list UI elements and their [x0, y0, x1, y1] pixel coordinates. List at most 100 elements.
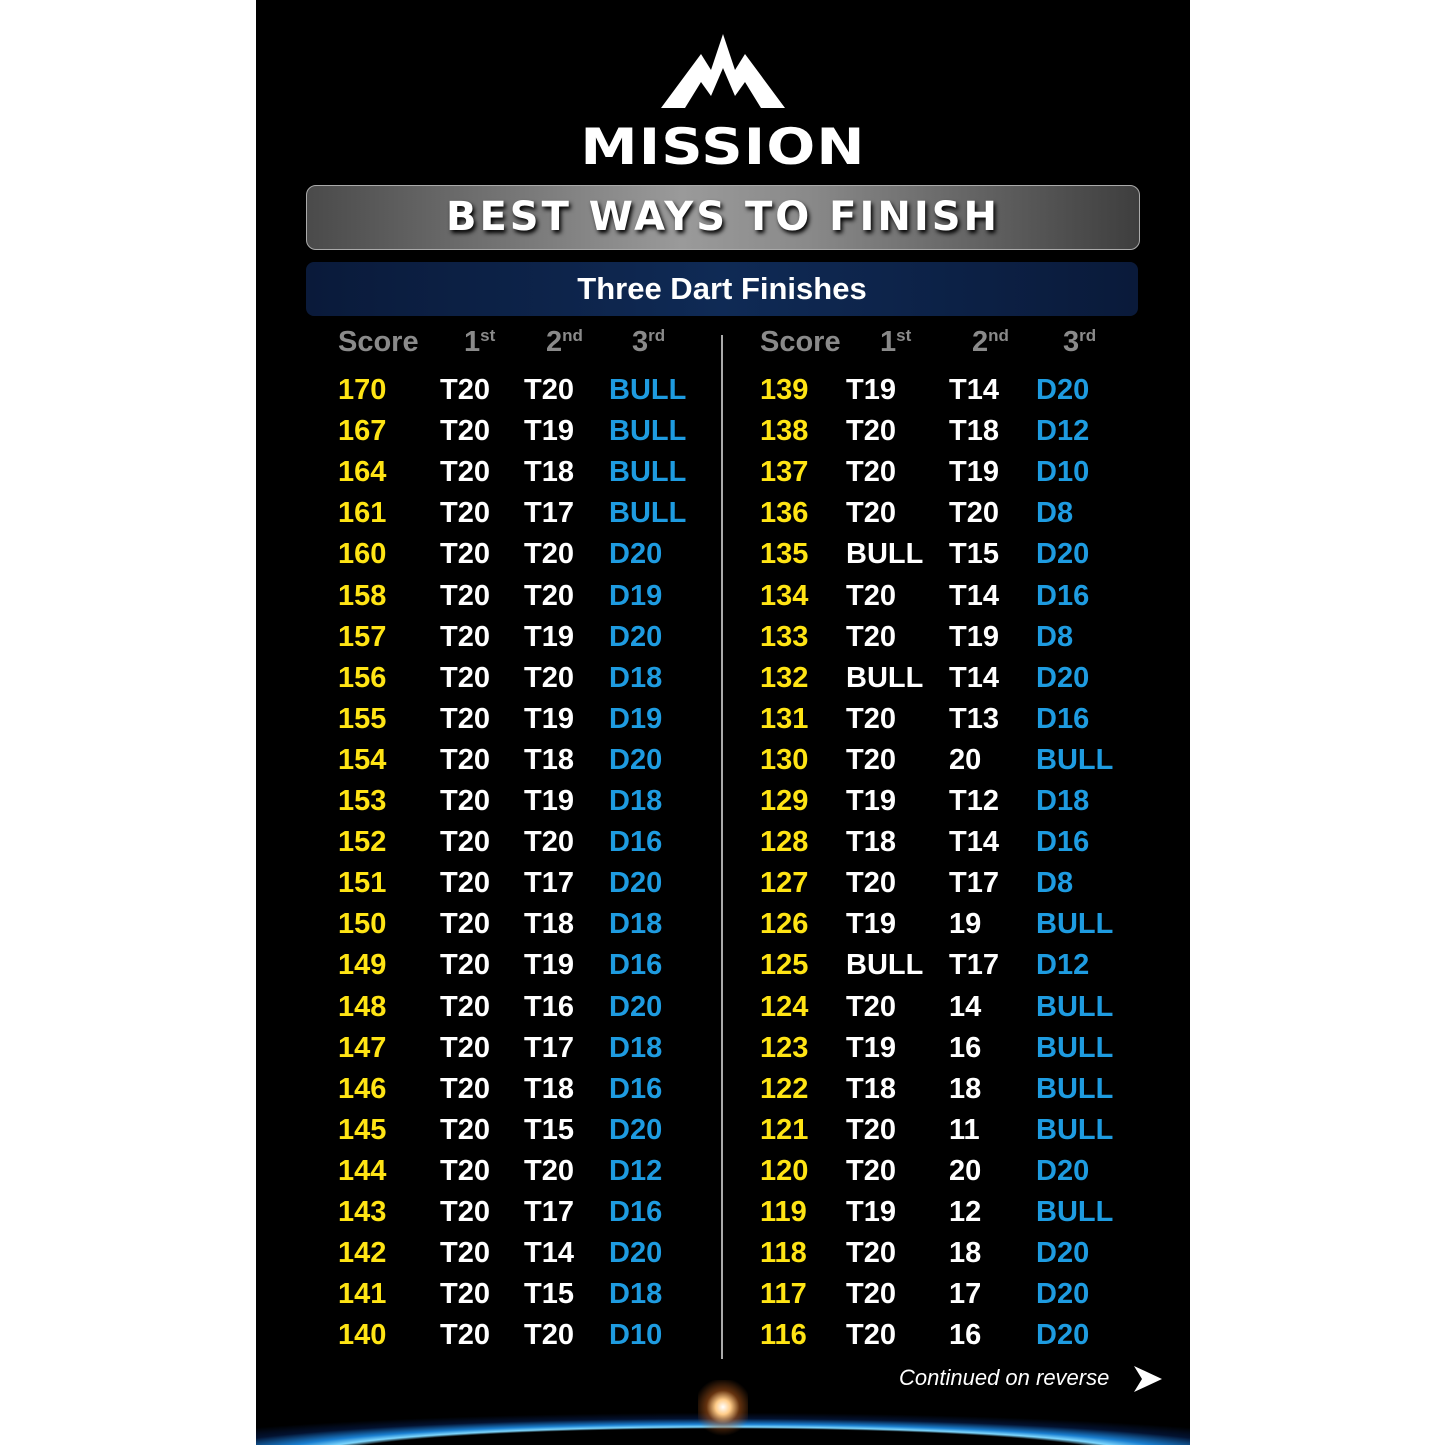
second-dart: T17 — [949, 949, 999, 982]
second-dart: T14 — [949, 374, 999, 406]
finishing-dart: BULL — [609, 497, 687, 530]
second-dart: T19 — [524, 620, 574, 653]
second-dart: T20 — [949, 497, 999, 530]
score-value: 128 — [760, 826, 809, 859]
first-dart: T20 — [440, 374, 490, 406]
finishing-dart: BULL — [1036, 1113, 1114, 1146]
first-dart: T20 — [846, 579, 896, 612]
finishing-dart: D8 — [1036, 620, 1074, 653]
brand-name: MISSION — [580, 118, 866, 176]
second-dart: T19 — [524, 949, 574, 982]
second-dart: T19 — [524, 415, 574, 448]
finishing-dart: D20 — [1036, 374, 1090, 406]
second-dart: T20 — [524, 579, 574, 612]
second-dart: T19 — [524, 702, 574, 735]
score-value: 118 — [760, 1237, 807, 1270]
finishing-dart: BULL — [1036, 1031, 1114, 1064]
second-dart: T18 — [524, 456, 574, 489]
score-value: 138 — [760, 415, 809, 448]
second-dart: T14 — [949, 826, 999, 859]
score-value: 150 — [338, 908, 387, 941]
second-dart: T16 — [524, 990, 574, 1023]
score-value: 148 — [338, 990, 387, 1023]
score-value: 116 — [760, 1319, 807, 1352]
first-dart: T20 — [440, 949, 490, 982]
header-score: Score — [760, 326, 841, 358]
first-dart: T20 — [440, 1113, 490, 1146]
score-value: 142 — [338, 1237, 387, 1270]
sunrise-glow — [698, 1380, 748, 1440]
second-dart: 16 — [949, 1319, 982, 1352]
second-dart: T18 — [524, 908, 574, 941]
score-value: 161 — [338, 497, 387, 530]
second-dart: T17 — [524, 1196, 574, 1228]
second-dart: T18 — [524, 743, 574, 776]
second-dart: T15 — [949, 538, 999, 571]
second-dart: T17 — [524, 497, 574, 530]
score-value: 155 — [338, 702, 387, 735]
first-dart: T20 — [846, 1113, 896, 1146]
second-dart: T15 — [524, 1113, 574, 1146]
first-dart: T20 — [846, 1278, 896, 1311]
finishing-dart: D16 — [609, 826, 663, 859]
score-value: 146 — [338, 1072, 387, 1105]
score-value: 151 — [338, 867, 387, 900]
second-dart: T19 — [949, 456, 999, 489]
finishing-dart: D12 — [1036, 415, 1090, 448]
header-score: Score — [338, 326, 419, 358]
score-value: 134 — [760, 579, 809, 612]
finishing-dart: D20 — [609, 1237, 663, 1270]
score-value: 121 — [760, 1113, 809, 1146]
score-value: 125 — [760, 949, 809, 982]
second-dart: T20 — [524, 826, 574, 859]
finishing-dart: D19 — [609, 579, 663, 612]
header-3rd: 3rd — [632, 326, 666, 358]
score-value: 158 — [338, 579, 387, 612]
second-dart: T18 — [524, 1072, 574, 1105]
first-dart: T20 — [846, 1319, 896, 1352]
score-value: 139 — [760, 374, 809, 406]
finishing-dart: D18 — [1036, 785, 1090, 817]
second-dart: 17 — [949, 1278, 982, 1311]
finishing-dart: D8 — [1036, 867, 1074, 900]
finishing-dart: D18 — [609, 1278, 663, 1311]
finishing-dart: BULL — [609, 415, 687, 448]
finishing-dart: BULL — [1036, 1072, 1114, 1105]
finishing-dart: D20 — [1036, 1237, 1090, 1270]
second-dart: 18 — [949, 1072, 982, 1105]
score-value: 144 — [338, 1154, 387, 1187]
finishing-dart: D16 — [609, 1196, 663, 1228]
page-title: BEST WAYS TO FINISH — [445, 194, 1001, 240]
first-dart: T20 — [846, 1154, 896, 1187]
second-dart: T17 — [524, 1031, 574, 1064]
finishing-dart: D20 — [1036, 538, 1090, 571]
second-dart: 16 — [949, 1031, 982, 1064]
finishing-dart: D20 — [609, 1113, 663, 1146]
score-value: 120 — [760, 1154, 809, 1187]
first-dart: T19 — [846, 1031, 896, 1064]
continued-note: Continued on reverse — [899, 1365, 1110, 1390]
second-dart: T17 — [524, 867, 574, 900]
second-dart: T14 — [949, 661, 999, 694]
first-dart: T18 — [846, 1072, 896, 1105]
finishing-dart: BULL — [609, 456, 687, 489]
finishing-dart: D16 — [1036, 702, 1090, 735]
finishing-dart: BULL — [1036, 908, 1114, 941]
score-value: 127 — [760, 867, 809, 900]
first-dart: T20 — [440, 456, 490, 489]
finishing-dart: D18 — [609, 908, 663, 941]
score-value: 156 — [338, 661, 387, 694]
first-dart: T20 — [440, 867, 490, 900]
first-dart: T20 — [440, 743, 490, 776]
score-value: 170 — [338, 374, 387, 406]
first-dart: T20 — [846, 743, 896, 776]
subtitle-bar: Three Dart Finishes — [306, 262, 1138, 316]
score-value: 117 — [760, 1278, 807, 1311]
header-1st: 1st — [464, 326, 496, 358]
second-dart: T20 — [524, 538, 574, 571]
first-dart: T20 — [846, 702, 896, 735]
finishing-dart: D20 — [609, 743, 663, 776]
finishing-dart: D10 — [1036, 456, 1090, 489]
score-value: 119 — [760, 1196, 807, 1228]
score-value: 124 — [760, 990, 809, 1023]
